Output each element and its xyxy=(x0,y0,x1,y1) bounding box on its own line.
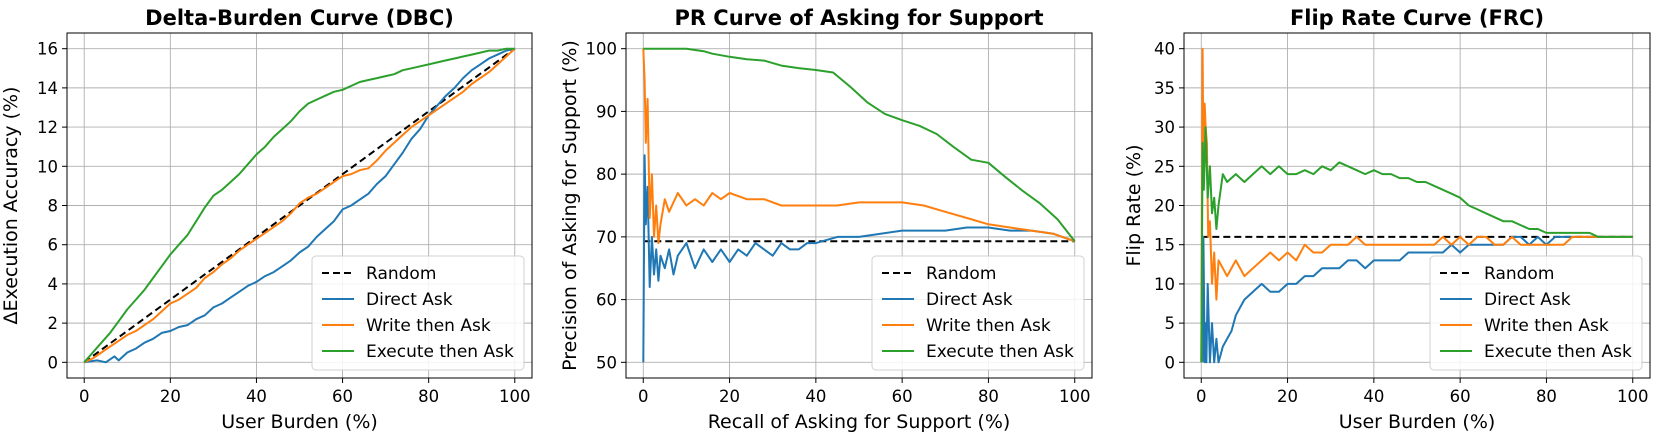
y-tick-label: 0 xyxy=(1165,353,1176,372)
y-tick-label: 12 xyxy=(37,118,58,137)
y-tick-label: 8 xyxy=(48,197,59,216)
x-tick-label: 60 xyxy=(892,387,913,406)
series-line-write-then-ask xyxy=(642,48,1076,245)
x-tick-label: 60 xyxy=(1450,387,1471,406)
y-tick-label: 80 xyxy=(596,165,617,184)
x-tick-label: 20 xyxy=(160,387,181,406)
series-line-direct-ask xyxy=(84,47,516,364)
y-tick-label: 60 xyxy=(596,291,617,310)
y-tick-label: 35 xyxy=(1154,79,1175,98)
legend-label: Execute then Ask xyxy=(926,342,1074,362)
y-tick-label: 2 xyxy=(48,314,59,333)
legend-label: Write then Ask xyxy=(366,316,491,336)
y-tick-label: 40 xyxy=(1154,40,1175,59)
legend: Random Direct Ask Write then Ask Execute th… xyxy=(871,255,1085,371)
y-tick-label: 10 xyxy=(37,157,58,176)
x-axis-label: User Burden (%) xyxy=(221,411,378,433)
x-tick-label: 40 xyxy=(805,387,826,406)
legend-label: Execute then Ask xyxy=(1484,342,1632,362)
y-tick-label: 25 xyxy=(1154,157,1175,176)
y-tick-label: 70 xyxy=(596,228,617,247)
y-tick-label: 14 xyxy=(37,79,58,98)
series-line-direct-ask xyxy=(642,154,1076,363)
chart-title: Flip Rate Curve (FRC) xyxy=(1290,6,1544,30)
y-tick-label: 16 xyxy=(37,40,58,59)
chart-title: Delta-Burden Curve (DBC) xyxy=(145,6,454,30)
series-line-execute-then-ask xyxy=(1200,126,1633,363)
x-tick-label: 40 xyxy=(246,387,267,406)
x-tick-label: 80 xyxy=(1536,387,1557,406)
series-line-direct-ask xyxy=(1201,235,1633,364)
y-axis-label: Flip Rate (%) xyxy=(1123,144,1145,266)
x-tick-label: 40 xyxy=(1363,387,1384,406)
y-tick-label: 90 xyxy=(596,102,617,121)
legend-box xyxy=(1429,255,1643,371)
x-tick-label: 20 xyxy=(719,387,740,406)
x-tick-label: 100 xyxy=(1059,387,1091,406)
y-tick-label: 10 xyxy=(1154,275,1175,294)
x-axis-label: User Burden (%) xyxy=(1339,411,1496,433)
chart-panel-2: 0 20 40 60 80 100 50 60 70 80 90 100 PR Curve of Ask… xyxy=(559,6,1093,433)
legend-label: Random xyxy=(366,264,436,284)
y-tick-label: 20 xyxy=(1154,197,1175,216)
legend: Random Direct Ask Write then Ask Execute th… xyxy=(311,255,525,371)
series-group xyxy=(642,47,1076,363)
series-line-write-then-ask xyxy=(83,47,516,364)
legend-label: Random xyxy=(926,264,996,284)
x-tick-label: 0 xyxy=(79,387,90,406)
y-tick-label: 0 xyxy=(48,353,59,372)
legend: Random Direct Ask Write then Ask Execute th… xyxy=(1429,255,1643,371)
chart-panel-3: 0 20 40 60 80 100 0 5 10 15 20 25 30 35 40 Flip Rate Cu… xyxy=(1123,6,1651,433)
series-line-write-then-ask xyxy=(1200,47,1633,363)
plot-frame xyxy=(625,32,1093,379)
x-tick-label: 80 xyxy=(978,387,999,406)
x-tick-label: 100 xyxy=(499,387,531,406)
y-tick-label: 6 xyxy=(48,236,59,255)
series-group xyxy=(83,47,516,364)
legend-label: Direct Ask xyxy=(1484,290,1571,310)
legend-box xyxy=(871,255,1085,371)
y-tick-label: 15 xyxy=(1154,236,1175,255)
x-tick-label: 60 xyxy=(332,387,353,406)
series-line-execute-then-ask xyxy=(83,47,515,363)
y-tick-label: 4 xyxy=(48,275,59,294)
x-tick-label: 0 xyxy=(638,387,649,406)
x-tick-label: 0 xyxy=(1196,387,1207,406)
y-tick-label: 50 xyxy=(596,353,617,372)
legend-box xyxy=(311,255,525,371)
legend-label: Execute then Ask xyxy=(366,342,514,362)
series-group xyxy=(1200,47,1633,364)
legend-label: Write then Ask xyxy=(1484,316,1609,336)
legend-label: Random xyxy=(1484,264,1554,284)
x-axis-label: Recall of Asking for Support (%) xyxy=(708,411,1011,433)
y-tick-label: 30 xyxy=(1154,118,1175,137)
legend-label: Write then Ask xyxy=(926,316,1051,336)
x-tick-label: 80 xyxy=(418,387,439,406)
y-tick-label: 5 xyxy=(1165,314,1176,333)
x-tick-label: 20 xyxy=(1277,387,1298,406)
chart-title: PR Curve of Asking for Support xyxy=(674,6,1043,30)
x-tick-label: 100 xyxy=(1617,387,1649,406)
series-line-random xyxy=(83,47,516,364)
legend-label: Direct Ask xyxy=(366,290,453,310)
y-axis-label: Precision of Asking for Support (%) xyxy=(559,40,581,371)
legend-label: Direct Ask xyxy=(926,290,1013,310)
y-tick-label: 100 xyxy=(586,40,618,59)
y-axis-label: ΔExecution Accuracy (%) xyxy=(0,87,22,325)
chart-panel-1: 0 20 40 60 80 100 0 2 4 6 8 10 12 14 16 Delta-Burden Cu… xyxy=(0,6,533,433)
series-line-execute-then-ask xyxy=(643,47,1076,242)
